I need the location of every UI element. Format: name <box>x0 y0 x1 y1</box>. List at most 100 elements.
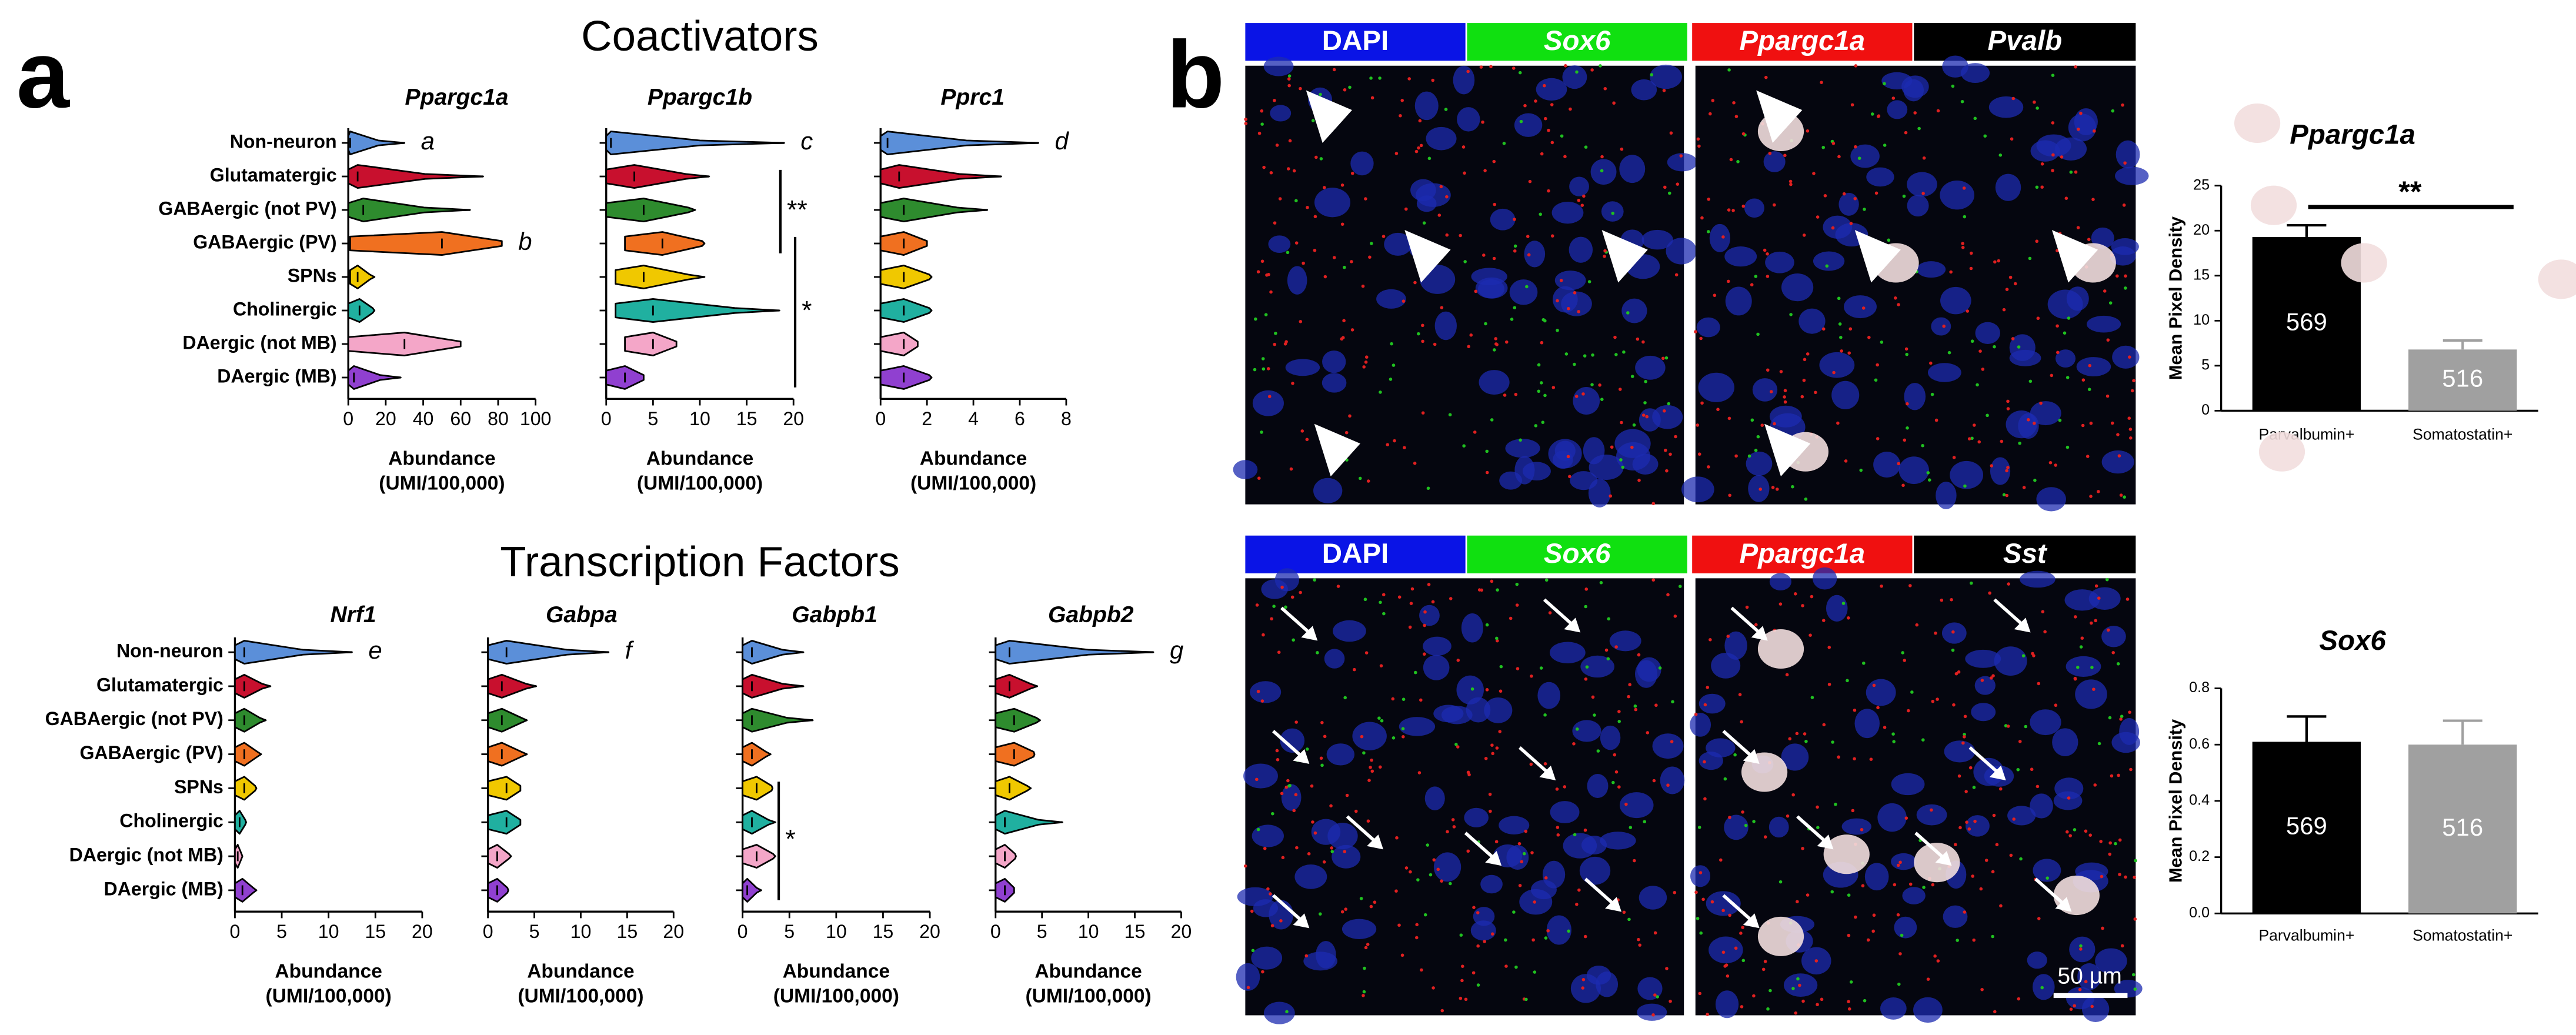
signal-dot <box>1563 785 1567 789</box>
signal-dot <box>1541 318 1546 322</box>
signal-dot <box>1731 209 1735 212</box>
signal-dot <box>1965 820 1968 824</box>
x-tick-label: 40 <box>413 408 434 429</box>
signal-dot <box>2120 944 2124 948</box>
signal-dot <box>1951 84 1955 88</box>
signal-dot <box>1733 753 1737 757</box>
signal-dot <box>1665 469 1669 473</box>
signal-dot <box>2007 582 2010 586</box>
signal-dot <box>1954 843 1957 847</box>
signal-dot <box>1906 402 1909 406</box>
arrowhead <box>2014 617 2031 633</box>
signal-dot <box>1394 889 1398 893</box>
signal-dot <box>1620 147 1624 151</box>
nucleus <box>1399 717 1436 736</box>
nucleus <box>1619 155 1646 183</box>
signal-dot <box>1822 723 1826 727</box>
signal-dot <box>1451 818 1455 822</box>
signal-dot <box>1949 270 1953 274</box>
signal-dot <box>1359 897 1363 900</box>
signal-dot <box>1643 820 1647 824</box>
nucleus <box>1384 232 1412 256</box>
nucleus <box>1841 818 1871 835</box>
signal-dot <box>1280 792 1284 796</box>
signal-dot <box>1609 494 1613 498</box>
nucleus <box>1709 223 1730 252</box>
y-tick-label: 0.0 <box>2189 904 2210 921</box>
channel-header <box>1914 535 2136 573</box>
signal-dot <box>1423 913 1427 917</box>
signal-dot <box>1645 415 1649 419</box>
signal-dot <box>1638 943 1641 947</box>
signal-dot <box>1419 143 1423 148</box>
signal-dot <box>2089 421 2093 425</box>
signal-dot <box>1493 348 1496 352</box>
signal-dot <box>2084 980 2088 983</box>
signal-dot <box>1816 826 1820 829</box>
signal-dot <box>1613 753 1617 757</box>
signal-dot <box>1666 593 1670 597</box>
signal-dot <box>2024 724 2028 729</box>
signal-dot <box>1853 757 1856 761</box>
bar <box>2408 744 2517 914</box>
signal-dot <box>1795 732 1799 736</box>
signal-dot <box>1988 591 1991 595</box>
signal-dot <box>1972 938 1976 942</box>
nucleus <box>1561 291 1592 316</box>
signal-dot <box>2119 717 2123 721</box>
x-axis-label: Abundance <box>1035 960 1142 982</box>
signal-dot <box>1788 737 1792 741</box>
signal-dot <box>1621 465 1625 469</box>
nucleus <box>1850 144 1880 168</box>
signal-dot <box>1459 996 1463 1000</box>
x-tick-label: 15 <box>365 921 386 942</box>
violin <box>347 298 376 323</box>
signal-dot <box>1292 169 1296 173</box>
signal-dot <box>1348 414 1352 418</box>
signal-dot <box>1409 870 1412 874</box>
nucleus <box>1252 390 1284 416</box>
nucleus <box>1637 1003 1667 1021</box>
signal-dot <box>1954 672 1958 676</box>
signal-dot <box>1495 746 1499 750</box>
signal-dot <box>1929 361 1933 365</box>
signal-dot <box>1726 635 1730 638</box>
signal-dot <box>1854 915 1857 919</box>
signal-dot <box>1894 296 1897 300</box>
nucleus <box>1746 451 1773 476</box>
nucleus <box>2064 589 2100 611</box>
nucleus <box>1681 476 1714 503</box>
signal-dot <box>1266 887 1270 891</box>
signal-dot <box>1837 296 1841 301</box>
signal-dot <box>1314 155 1318 159</box>
signal-dot <box>1853 196 1857 201</box>
signal-dot <box>2124 274 2127 278</box>
signal-dot <box>1452 825 1456 829</box>
nucleus <box>1936 482 1957 509</box>
signal-dot <box>1633 704 1637 708</box>
signal-dot <box>2120 715 2124 718</box>
signal-dot <box>2105 577 2109 582</box>
signal-dot <box>1503 393 1507 397</box>
x-tick-label: Parvalbumin+ <box>2258 926 2354 944</box>
signal-dot <box>1440 1009 1444 1013</box>
nucleus <box>2036 487 2066 512</box>
signal-dot <box>1587 280 1591 283</box>
nucleus <box>1587 774 1609 798</box>
violin <box>615 298 780 323</box>
nucleus <box>1724 631 1747 660</box>
signal-dot <box>2009 853 2013 857</box>
signal-dot <box>2058 418 2062 422</box>
signal-dot <box>1302 261 1305 265</box>
signal-dot <box>1971 874 1974 878</box>
signal-dot <box>1694 890 1698 894</box>
signal-dot <box>1519 438 1522 442</box>
signal-dot <box>1490 932 1494 936</box>
signal-dot <box>1531 938 1535 942</box>
nucleus <box>1748 475 1770 502</box>
signal-dot <box>1950 597 1953 602</box>
y-tick-label: Non-neuron <box>230 131 337 152</box>
signal-dot <box>1627 695 1630 699</box>
signal-dot <box>1244 122 1248 125</box>
